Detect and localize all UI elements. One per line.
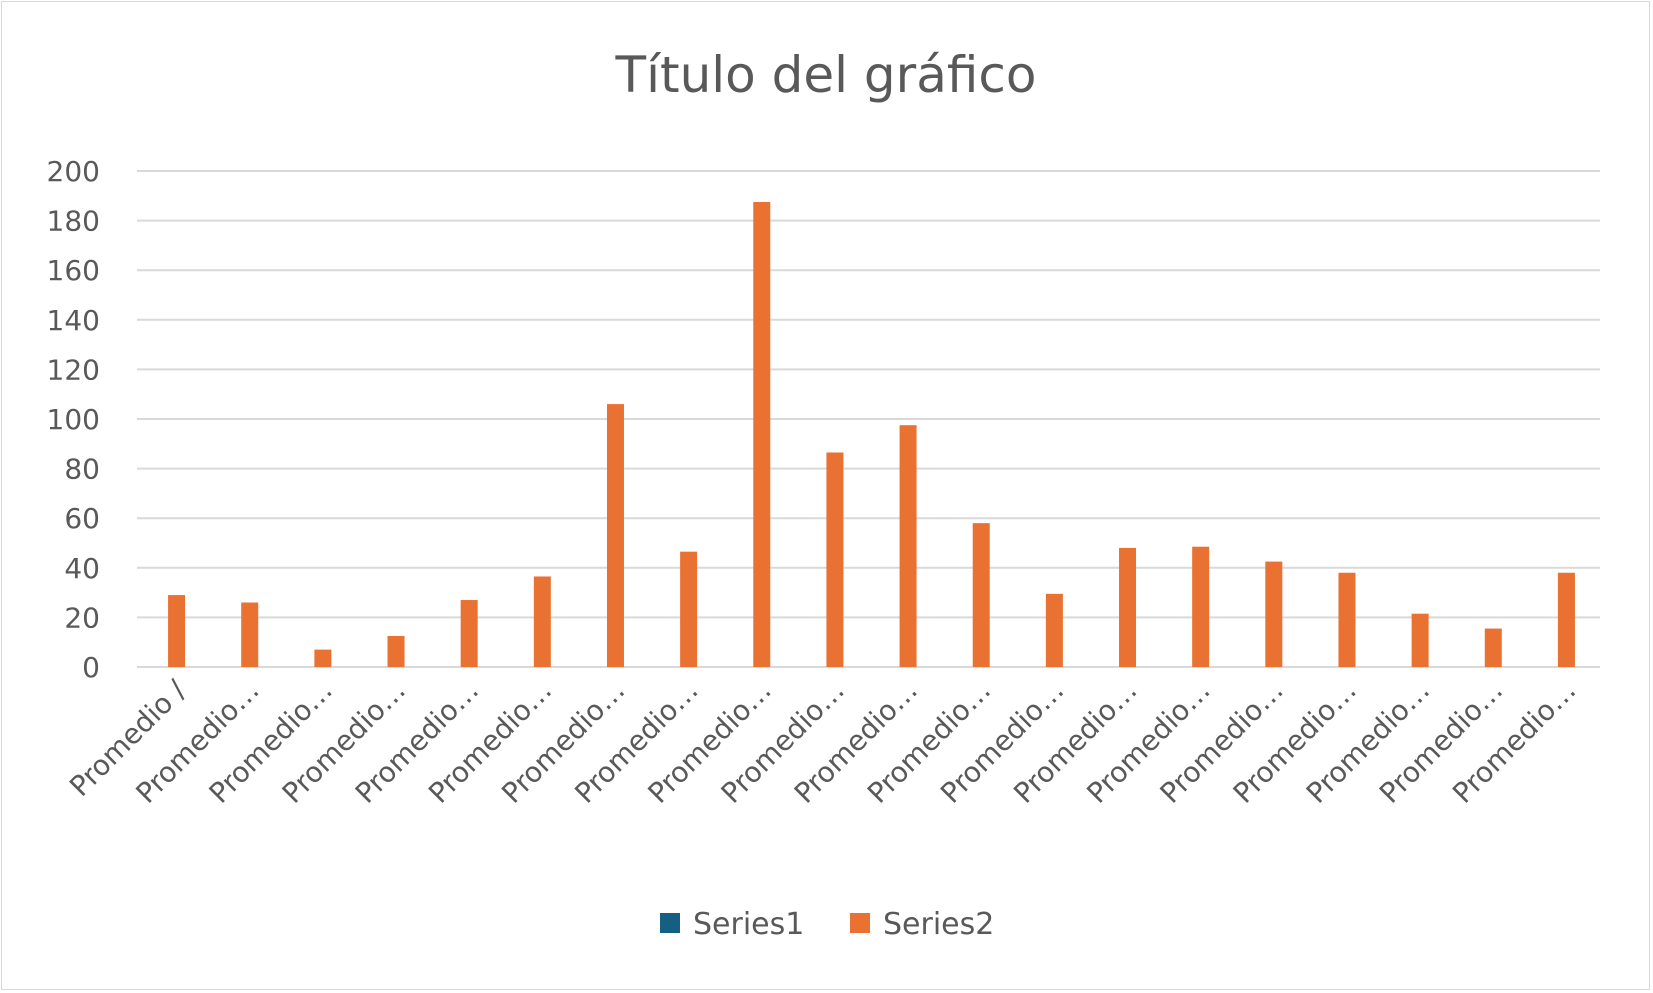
bar-series2 xyxy=(1045,593,1063,667)
bar-series2 xyxy=(1411,613,1429,667)
bar-series2 xyxy=(1484,628,1502,667)
y-tick-label: 160 xyxy=(47,254,100,287)
bar-series2 xyxy=(826,452,844,667)
legend: Series1 Series2 xyxy=(660,907,994,942)
bar-series2 xyxy=(1338,572,1356,667)
bar-series2 xyxy=(972,523,990,667)
y-tick-label: 120 xyxy=(47,353,100,386)
y-axis-ticks: 0 20 40 60 80 100 120 140 160 180 200 xyxy=(47,155,100,684)
bar-series2 xyxy=(606,404,624,667)
y-tick-label: 80 xyxy=(64,453,100,486)
y-tick-label: 100 xyxy=(47,403,100,436)
bar-series2 xyxy=(460,600,478,667)
gridlines xyxy=(137,170,1600,668)
y-tick-label: 60 xyxy=(64,502,100,535)
y-tick-label: 180 xyxy=(47,205,100,238)
bar-series2 xyxy=(241,602,259,667)
bar-series2 xyxy=(753,202,771,667)
y-tick-label: 200 xyxy=(47,155,100,188)
bar-series2 xyxy=(1265,561,1283,667)
bar-series2 xyxy=(533,576,551,667)
y-tick-label: 20 xyxy=(64,601,100,634)
bar-series2 xyxy=(387,636,405,667)
y-tick-label: 0 xyxy=(82,651,100,684)
y-tick-label: 40 xyxy=(64,552,100,585)
chart-title: Título del gráfico xyxy=(615,46,1037,104)
legend-swatch xyxy=(850,913,870,933)
bar-series2 xyxy=(680,551,698,667)
bar-series2 xyxy=(899,425,917,667)
bars xyxy=(168,202,1575,667)
y-tick-label: 140 xyxy=(47,304,100,337)
x-axis-labels: Promedio /Promedio…Promedio…Promedio…Pro… xyxy=(63,673,1582,810)
bar-series2 xyxy=(1557,572,1575,667)
bar-series2 xyxy=(1119,547,1137,667)
bar-series2 xyxy=(168,595,186,667)
legend-label: Series2 xyxy=(883,907,994,942)
bar-series2 xyxy=(1192,546,1210,667)
legend-label: Series1 xyxy=(693,907,804,942)
legend-swatch xyxy=(660,913,680,933)
bar-series2 xyxy=(314,649,332,667)
